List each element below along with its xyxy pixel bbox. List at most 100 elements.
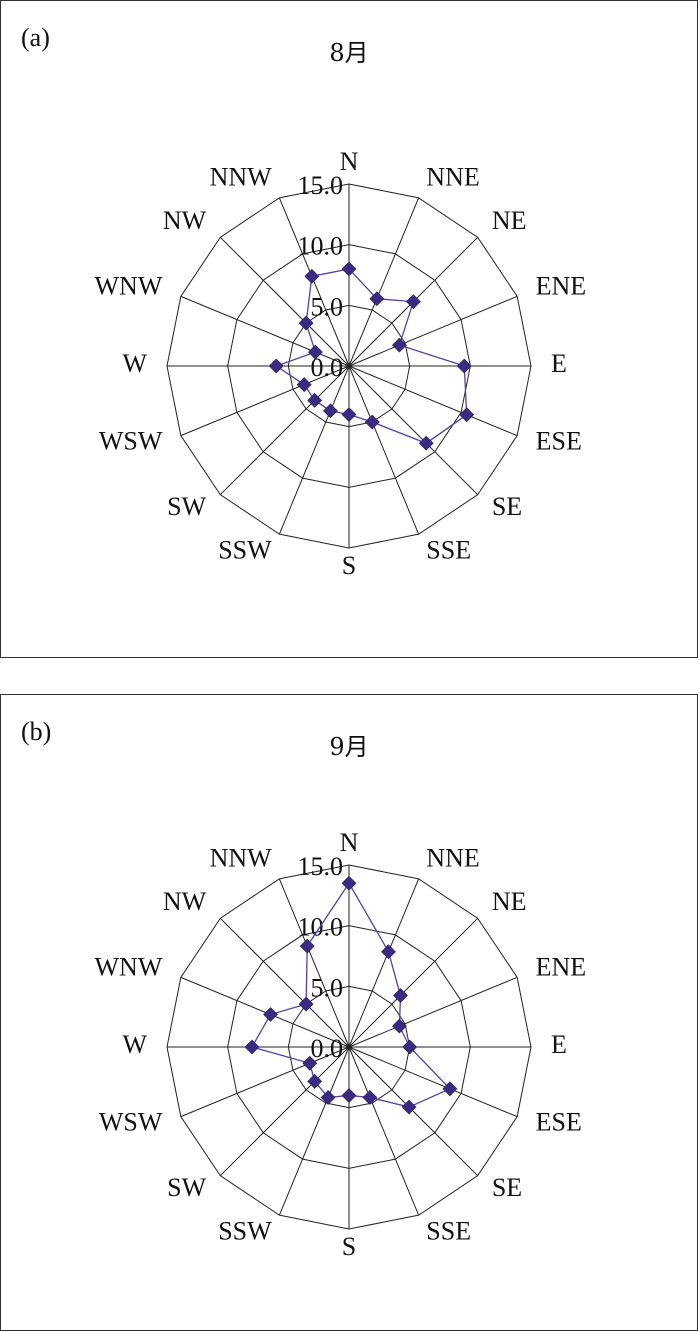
data-point-marker: [307, 1073, 323, 1089]
chart-title: 8月: [329, 39, 369, 67]
wind-rose-panel-september: (b) 9月 N NNE NE ENE E ESE SE SSE S SSW SW WSW W WNW NW…: [0, 694, 698, 1331]
axis-spoke: [348, 1046, 518, 1118]
data-point-marker: [393, 988, 408, 1003]
axis-spoke: [348, 365, 479, 496]
direction-label: NE: [492, 887, 527, 916]
data-point-marker: [263, 1007, 278, 1022]
direction-label: SSW: [218, 536, 272, 565]
data-point-marker: [302, 1055, 318, 1071]
axis-spoke: [348, 365, 420, 535]
direction-label: E: [551, 349, 567, 378]
chart-title: 9月: [329, 733, 369, 761]
direction-label: SSW: [218, 1217, 272, 1246]
axis-spoke: [180, 976, 350, 1048]
direction-label: NW: [163, 887, 207, 916]
data-point-marker: [401, 1099, 417, 1115]
axis-spoke: [348, 1046, 479, 1177]
data-point-marker: [268, 358, 284, 374]
axis-spoke: [219, 236, 350, 367]
data-point-marker: [369, 291, 385, 307]
data-point-marker: [298, 315, 314, 331]
axis-spoke: [348, 197, 420, 367]
radial-tick-label: 5.0: [311, 292, 344, 321]
data-point-marker: [341, 261, 357, 277]
direction-label: WNW: [95, 953, 163, 982]
axis-spoke: [348, 917, 479, 1048]
axis-spoke: [180, 365, 350, 437]
direction-label: W: [122, 349, 147, 378]
series-line: [250, 881, 451, 1108]
direction-label: SE: [492, 1173, 522, 1202]
data-point-marker: [307, 344, 323, 360]
radial-tick-label: 0.0: [311, 1034, 344, 1063]
data-point-marker: [323, 403, 338, 419]
axis-spoke: [219, 1046, 350, 1177]
wind-rose-chart-august: NNNENEENEEESESESSESSSWSWWSWWWNWNWNNW0.05…: [95, 147, 587, 580]
direction-label: ENE: [536, 272, 587, 301]
direction-label: NW: [163, 206, 207, 235]
axis-spoke: [348, 295, 518, 367]
direction-label: ENE: [536, 953, 587, 982]
data-point-marker: [341, 1088, 357, 1103]
radial-tick-label: 5.0: [311, 973, 344, 1002]
data-point-marker: [456, 358, 472, 374]
direction-label: SW: [167, 492, 206, 521]
panel-tag: (a): [21, 23, 50, 52]
data-point-marker: [299, 938, 315, 954]
data-point-marker: [362, 1090, 378, 1105]
axis-spoke: [348, 1046, 420, 1216]
direction-label: SSE: [426, 536, 471, 565]
direction-label: S: [342, 551, 356, 580]
axis-spoke: [278, 1046, 350, 1216]
data-point-marker: [244, 1039, 260, 1055]
wind-rose-panel-august: (a) 8月 N NNE NE ENE E ESE SE SSE S SSW SW WSW W WNW NW…: [0, 0, 698, 658]
direction-label: NNE: [426, 162, 479, 191]
direction-label: NNW: [210, 162, 273, 191]
axis-spoke: [278, 197, 350, 367]
radial-tick-label: 15.0: [298, 171, 344, 200]
direction-label: NE: [492, 206, 527, 235]
direction-label: SW: [167, 1173, 206, 1202]
axis-spoke: [219, 365, 350, 496]
data-point-marker: [341, 875, 357, 891]
data-point-marker: [459, 407, 475, 423]
direction-label: NNE: [426, 843, 479, 872]
data-point-marker: [402, 1039, 418, 1055]
direction-label: WNW: [95, 272, 163, 301]
direction-label: N: [340, 147, 359, 176]
direction-label: NNW: [210, 843, 273, 872]
panel-tag: (b): [21, 717, 52, 746]
direction-label: W: [122, 1030, 147, 1059]
direction-label: ESE: [536, 1107, 582, 1136]
data-point-marker: [341, 407, 357, 422]
axis-spoke: [348, 365, 518, 437]
data-point-marker: [298, 996, 314, 1012]
axis-spoke: [348, 976, 518, 1048]
axis-spoke: [219, 917, 350, 1048]
direction-label: SSE: [426, 1217, 471, 1246]
axis-spoke: [348, 878, 420, 1048]
radial-tick-label: 10.0: [298, 232, 344, 261]
direction-label: S: [342, 1232, 356, 1261]
axis-spoke: [278, 878, 350, 1048]
data-point-marker: [392, 337, 407, 353]
direction-label: N: [340, 828, 359, 857]
data-point-marker: [392, 1018, 407, 1034]
direction-label: E: [551, 1030, 567, 1059]
axis-spoke: [180, 1046, 350, 1118]
data-point-marker: [296, 377, 312, 392]
data-point-marker: [442, 1081, 458, 1097]
direction-label: WSW: [99, 1107, 163, 1136]
axis-spoke: [180, 295, 350, 367]
data-point-marker: [364, 414, 380, 430]
data-point-marker: [418, 435, 434, 451]
data-point-marker: [320, 1090, 336, 1105]
direction-label: WSW: [99, 426, 163, 455]
data-point-marker: [304, 268, 320, 284]
direction-label: ESE: [536, 426, 582, 455]
radial-tick-label: 15.0: [298, 852, 344, 881]
data-point-marker: [405, 294, 421, 310]
axis-spoke: [278, 365, 350, 535]
data-point-marker: [381, 944, 396, 960]
